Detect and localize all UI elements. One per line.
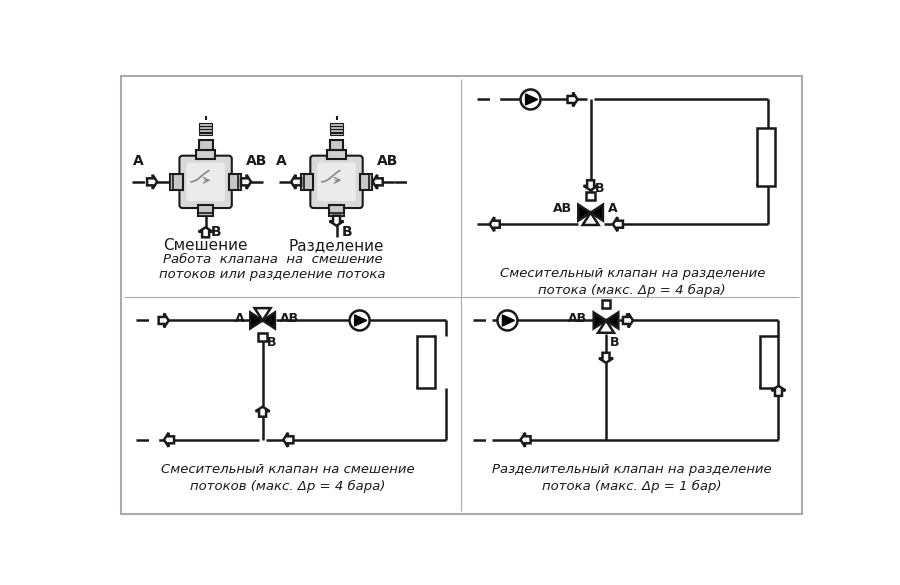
Bar <box>170 174 174 190</box>
Polygon shape <box>583 180 598 190</box>
Text: А: А <box>608 202 617 215</box>
Polygon shape <box>329 216 344 226</box>
Polygon shape <box>594 312 606 328</box>
Polygon shape <box>582 213 599 225</box>
Text: Разделение: Разделение <box>289 238 384 253</box>
Polygon shape <box>568 92 578 106</box>
Text: Смесительный клапан на смешение
потоков (макс. Δp = 4 бара): Смесительный клапан на смешение потоков … <box>161 463 415 493</box>
Bar <box>229 174 241 190</box>
Bar <box>198 213 213 216</box>
Text: A: A <box>132 154 143 168</box>
Text: А: А <box>235 312 244 325</box>
Polygon shape <box>598 321 614 333</box>
Bar <box>369 174 372 190</box>
Polygon shape <box>613 217 623 231</box>
Text: Работа  клапана  на  смешение
потоков или разделение потока: Работа клапана на смешение потоков или р… <box>159 253 386 281</box>
Polygon shape <box>623 314 633 328</box>
Bar <box>757 128 776 185</box>
Polygon shape <box>490 217 500 231</box>
Text: Смешение: Смешение <box>164 238 248 253</box>
Polygon shape <box>606 312 618 328</box>
Polygon shape <box>526 94 537 105</box>
Circle shape <box>498 311 518 331</box>
Bar <box>200 123 212 126</box>
Polygon shape <box>373 175 382 189</box>
Bar <box>328 205 344 216</box>
Text: А: А <box>623 312 633 325</box>
Bar <box>200 129 212 132</box>
Text: В: В <box>266 336 276 349</box>
Bar <box>199 140 212 150</box>
Bar <box>418 336 435 388</box>
Polygon shape <box>355 315 366 326</box>
FancyBboxPatch shape <box>318 163 356 201</box>
Polygon shape <box>199 228 212 238</box>
Bar <box>330 126 343 129</box>
Bar <box>302 174 304 190</box>
Polygon shape <box>250 312 263 328</box>
Polygon shape <box>284 433 293 447</box>
Bar <box>200 133 212 135</box>
Polygon shape <box>771 386 786 396</box>
Polygon shape <box>579 205 590 221</box>
Text: A: A <box>275 154 286 168</box>
FancyBboxPatch shape <box>186 163 225 201</box>
Circle shape <box>349 311 370 331</box>
Text: Разделительный клапан на разделение
потока (макс. Δp = 1 бар): Разделительный клапан на разделение пото… <box>492 463 772 493</box>
Text: В: В <box>595 181 604 194</box>
Polygon shape <box>502 315 515 326</box>
Text: AB: AB <box>246 154 267 168</box>
Bar <box>328 150 346 159</box>
Polygon shape <box>164 433 174 447</box>
Text: Смесительный клапан на разделение
потока (макс. Δp = 4 бара): Смесительный клапан на разделение потока… <box>500 267 765 297</box>
Text: B: B <box>211 225 221 239</box>
Text: АВ: АВ <box>553 202 572 215</box>
Circle shape <box>520 90 541 109</box>
Polygon shape <box>255 308 271 321</box>
Text: B: B <box>342 225 353 239</box>
Text: В: В <box>610 336 619 349</box>
Polygon shape <box>158 314 168 328</box>
Bar <box>258 333 267 342</box>
Bar <box>198 205 213 216</box>
FancyBboxPatch shape <box>179 156 232 208</box>
Bar <box>360 174 372 190</box>
Bar <box>200 126 212 129</box>
Polygon shape <box>520 433 530 447</box>
Polygon shape <box>256 407 270 417</box>
Bar <box>586 192 595 200</box>
Bar <box>329 140 344 150</box>
Bar <box>330 133 343 135</box>
Bar <box>170 174 183 190</box>
Bar <box>330 129 343 132</box>
Bar <box>330 123 343 126</box>
FancyBboxPatch shape <box>310 156 363 208</box>
Polygon shape <box>147 175 158 189</box>
Polygon shape <box>263 312 274 328</box>
Text: AB: AB <box>376 154 398 168</box>
Polygon shape <box>291 175 302 189</box>
Bar <box>238 174 241 190</box>
Bar <box>602 300 610 308</box>
Bar <box>760 336 778 388</box>
Polygon shape <box>241 175 251 189</box>
Bar <box>302 174 313 190</box>
Bar <box>328 213 344 216</box>
Text: АВ: АВ <box>280 312 299 325</box>
Polygon shape <box>599 353 613 363</box>
Text: АВ: АВ <box>569 312 588 325</box>
Polygon shape <box>590 205 603 221</box>
Bar <box>196 150 215 159</box>
